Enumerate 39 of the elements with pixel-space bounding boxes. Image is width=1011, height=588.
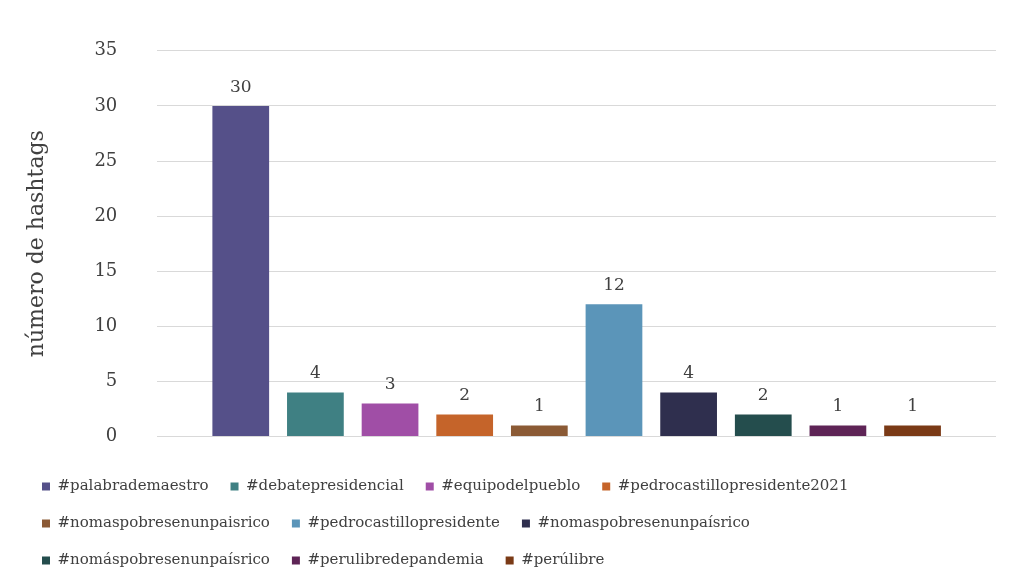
data-label: 3 [384, 373, 396, 394]
legend-label: #debatepresidencial [246, 476, 404, 495]
y-tick-label: 20 [94, 203, 118, 225]
legend-label: #pedrocastillopresidente [307, 513, 501, 532]
bar [436, 414, 494, 437]
bar [884, 425, 941, 437]
legend-label: #equipodelpueblo [441, 476, 581, 495]
bar [510, 425, 568, 437]
y-tick-label: 30 [94, 93, 118, 115]
data-label: 2 [757, 384, 769, 405]
legend-label: #pedrocastillopresidente2021 [617, 476, 849, 495]
bar [809, 425, 867, 437]
legend-label: #nomaspobresenunpaísrico [537, 513, 750, 532]
data-label: 30 [229, 75, 252, 96]
legend-label: #perulibredepandemia [307, 550, 484, 569]
y-tick-label: 5 [105, 369, 118, 391]
y-tick-label: 10 [94, 314, 118, 336]
y-tick-label: 15 [94, 258, 118, 280]
bar [734, 414, 792, 437]
y-tick-label: 35 [94, 38, 118, 60]
data-label: 1 [832, 395, 844, 416]
data-label: 4 [683, 362, 695, 383]
bar [585, 304, 643, 437]
legend-label: #nomaspobresenunpaisrico [57, 513, 270, 532]
data-label: 1 [907, 395, 918, 416]
y-tick-label: 0 [105, 424, 118, 446]
data-label: 4 [309, 362, 321, 383]
y-tick-label: 25 [94, 148, 118, 170]
bar [660, 392, 717, 437]
legend-label: #perúlibre [521, 550, 605, 569]
bar [212, 105, 270, 437]
data-label: 2 [459, 384, 471, 405]
bar [361, 403, 419, 437]
y-axis-title: número de hashtags [22, 130, 48, 358]
data-label: 12 [603, 274, 625, 295]
legend-label: #palabrademaestro [57, 476, 209, 495]
data-label: 1 [533, 395, 545, 416]
bar [287, 392, 344, 437]
legend-label: #nomáspobresenunpaísrico [57, 550, 270, 569]
